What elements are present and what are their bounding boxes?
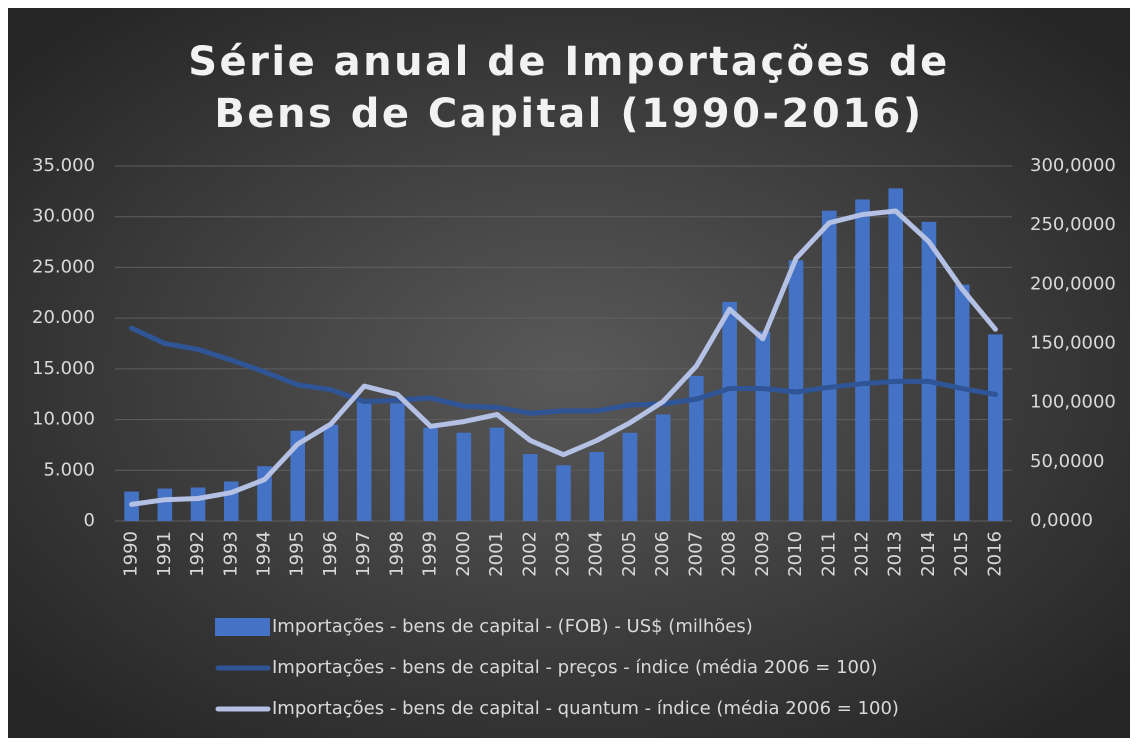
y2-tick-label: 200,0000: [1030, 273, 1116, 294]
x-tick-label: 2013: [885, 531, 906, 577]
bar: [223, 481, 239, 521]
x-tick-label: 1999: [420, 531, 441, 577]
bar: [556, 465, 571, 521]
y2-tick-label: 100,0000: [1030, 392, 1116, 413]
x-tick-label: 1993: [220, 531, 241, 577]
y-tick-label: 35.000: [32, 155, 95, 176]
x-tick-label: 1991: [154, 531, 175, 577]
x-tick-label: 2010: [785, 531, 806, 577]
bar: [755, 331, 771, 521]
x-tick-label: 1997: [353, 531, 374, 577]
x-tick-label: 2006: [652, 531, 673, 577]
bar: [821, 210, 837, 521]
bar: [489, 427, 505, 521]
y-tick-label: 30.000: [32, 206, 95, 227]
y2-tick-label: 50,0000: [1030, 451, 1104, 472]
x-tick-label: 2001: [486, 531, 507, 577]
x-tick-label: 2016: [984, 531, 1005, 577]
bar: [722, 301, 737, 521]
bar: [921, 221, 937, 522]
chart-title: Série anual de Importações de Bens de Ca…: [188, 39, 950, 137]
bar: [988, 334, 1003, 521]
x-tick-label: 2011: [818, 531, 839, 577]
legend-swatch: [215, 618, 270, 636]
bar: [390, 403, 405, 521]
x-tick-label: 2004: [586, 531, 607, 577]
y-tick-label: 0: [84, 510, 95, 531]
legend-label: Importações - bens de capital - preços -…: [272, 657, 877, 678]
x-tick-label: 2008: [719, 531, 740, 577]
line: [129, 325, 998, 416]
bar: [423, 427, 438, 521]
bar: [522, 454, 538, 521]
bar: [655, 414, 671, 521]
bar: [190, 487, 206, 521]
bar: [954, 284, 970, 521]
y2-tick-label: 250,0000: [1030, 214, 1116, 235]
legend-label: Importações - bens de capital - quantum …: [272, 698, 899, 719]
bar: [157, 488, 173, 521]
bar: [356, 401, 372, 521]
bar: [456, 432, 472, 521]
x-tick-label: 2015: [951, 531, 972, 577]
bar: [855, 199, 870, 521]
x-tick-label: 1998: [386, 531, 407, 577]
y-tick-label: 20.000: [32, 307, 95, 328]
x-tick-label: 2014: [918, 531, 939, 577]
bar: [689, 375, 704, 521]
x-tick-label: 2012: [852, 531, 873, 577]
x-tick-label: 2007: [685, 531, 706, 577]
x-tick-label: 2000: [453, 531, 474, 577]
x-tick-label: 2002: [519, 531, 540, 577]
bar: [622, 432, 638, 521]
y2-tick-label: 0,0000: [1030, 510, 1093, 531]
bar: [888, 188, 904, 522]
y2-tick-label: 300,0000: [1030, 155, 1116, 176]
x-tick-label: 1995: [287, 531, 308, 577]
y-tick-label: 5.000: [43, 459, 95, 480]
y-tick-label: 15.000: [32, 358, 95, 379]
x-tick-label: 1990: [121, 531, 142, 577]
line: [129, 208, 998, 507]
x-tick-label: 1996: [320, 531, 341, 577]
y2-tick-label: 150,0000: [1030, 333, 1116, 354]
chart-background: [8, 8, 1130, 738]
bar: [589, 452, 605, 521]
x-tick-label: 2009: [752, 531, 773, 577]
x-tick-label: 1994: [254, 531, 275, 577]
legend-label: Importações - bens de capital - (FOB) - …: [272, 616, 753, 637]
x-tick-label: 2003: [553, 531, 574, 577]
bar: [290, 430, 306, 521]
x-tick-label: 1992: [187, 531, 208, 577]
bar: [323, 424, 339, 521]
y-tick-label: 25.000: [32, 256, 95, 277]
x-tick-label: 2005: [619, 531, 640, 577]
y-tick-label: 10.000: [32, 409, 95, 430]
